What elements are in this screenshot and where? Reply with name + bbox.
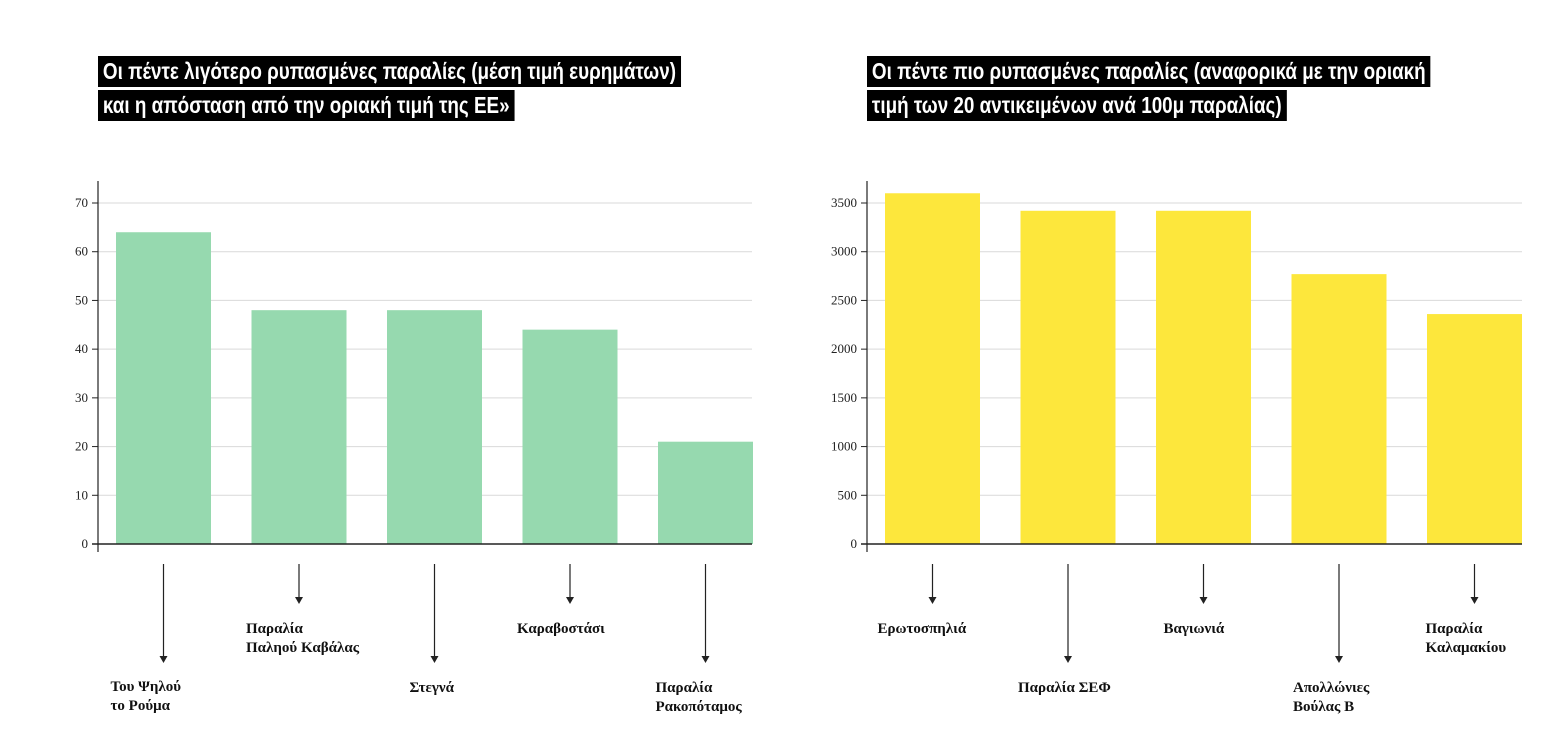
y-tick-label: 3500	[831, 195, 857, 210]
leader-arrowhead	[430, 656, 439, 663]
chart-title-line-1: Οι πέντε λιγότερο ρυπασμένες παραλίες (μ…	[98, 56, 681, 87]
leader-arrowhead	[701, 656, 710, 663]
y-tick-label: 60	[75, 244, 88, 259]
bar	[885, 193, 980, 544]
bar	[522, 329, 618, 544]
chart-title-line-2: τιμή των 20 αντικειμένων ανά 100μ παραλί…	[867, 90, 1287, 121]
category-label: Παραλία	[246, 621, 303, 637]
bar	[1427, 314, 1522, 544]
bar-chart-least-polluted: 0 10 20 30 40 50 60 70 Του Ψηλού το Ρούμα Παραλία Π…	[75, 181, 753, 715]
category-label: το Ρούμα	[111, 698, 171, 714]
category-label: Καλαμακίου	[1426, 640, 1507, 656]
chart-panel-most-polluted: Οι πέντε πιο ρυπασμένες παραλίες (αναφορ…	[780, 0, 1561, 754]
y-tick-label: 0	[82, 536, 89, 551]
y-tick-label: 10	[75, 487, 88, 502]
category-label: Παραλία	[656, 680, 713, 696]
category-label: Βούλας Β	[1293, 699, 1354, 715]
chart-title-line-1: Οι πέντε πιο ρυπασμένες παραλίες (αναφορ…	[867, 56, 1431, 87]
y-tick-label: 50	[75, 292, 88, 307]
bar	[1020, 210, 1116, 544]
y-tick-label: 3000	[831, 244, 857, 259]
y-tick-label: 2500	[831, 292, 857, 307]
chart-panel-least-polluted: Οι πέντε λιγότερο ρυπασμένες παραλίες (μ…	[0, 0, 780, 754]
chart-title-line-2: και η απόσταση από την οριακή τιμή της Ε…	[98, 90, 515, 121]
y-tick-label: 0	[851, 536, 858, 551]
category-label: Παραλία ΣΕΦ	[1018, 680, 1111, 696]
category-label: Στεγνά	[410, 680, 455, 696]
chart-title: Οι πέντε πιο ρυπασμένες παραλίες (αναφορ…	[867, 56, 1554, 124]
y-tick-label: 20	[75, 439, 88, 454]
leader-arrowhead	[928, 597, 937, 604]
leader-arrowhead	[295, 597, 303, 604]
y-tick-label: 1000	[831, 439, 857, 454]
category-label: Βαγιωνιά	[1164, 621, 1225, 637]
bar-chart-most-polluted: 0 500 1000 1500 2000 2500 3000 3500 Ερωτοσπηλιά Π…	[831, 181, 1522, 715]
leader-arrowhead	[1335, 656, 1343, 663]
bar	[658, 441, 753, 544]
y-tick-label: 70	[75, 195, 88, 210]
leader-arrowhead	[159, 656, 168, 663]
category-label: Ρακοπόταμος	[656, 699, 743, 715]
category-label: Του Ψηλού	[111, 679, 182, 695]
chart-title: Οι πέντε λιγότερο ρυπασμένες παραλίες (μ…	[98, 56, 809, 124]
y-tick-label: 2000	[831, 341, 857, 356]
category-label: Ερωτοσπηλιά	[878, 621, 967, 637]
y-tick-label: 500	[838, 487, 858, 502]
leader-arrowhead	[1199, 597, 1208, 604]
leader-arrowhead	[1064, 656, 1072, 663]
category-label: Καραβοστάσι	[517, 621, 605, 637]
leader-arrowhead	[1470, 597, 1479, 604]
category-label: Απολλώνιες	[1293, 680, 1370, 696]
category-label: Παραλία	[1426, 621, 1483, 637]
y-tick-label: 40	[75, 341, 88, 356]
y-tick-label: 1500	[831, 390, 857, 405]
bar	[251, 310, 347, 544]
bar	[387, 310, 482, 544]
leader-arrowhead	[566, 597, 574, 604]
category-label: Παληού Καβάλας	[246, 640, 360, 656]
bar	[1156, 210, 1251, 544]
y-tick-label: 30	[75, 390, 88, 405]
bar	[116, 232, 211, 544]
bar	[1291, 274, 1387, 544]
